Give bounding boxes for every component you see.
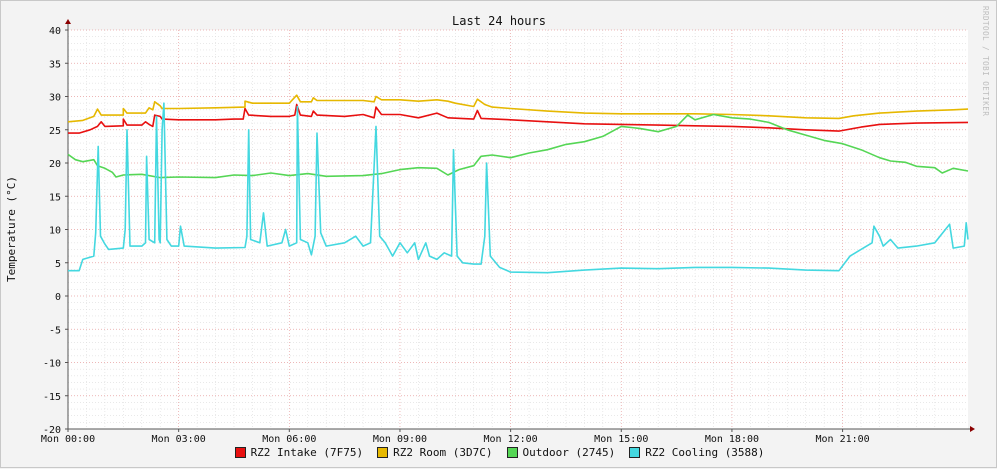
x-tick-label: Mon 06:00: [262, 434, 316, 445]
legend-item: RZ2 Cooling (3588): [629, 446, 764, 459]
x-tick-label: Mon 15:00: [594, 434, 648, 445]
y-tick-label: -10: [43, 359, 61, 370]
y-tick-label: 25: [49, 126, 61, 137]
y-axis-label: Temperature (°C): [5, 176, 18, 282]
y-tick-label: -5: [49, 325, 61, 336]
series-lines: [67, 94, 969, 274]
y-tick-label: 0: [55, 292, 61, 303]
y-tick-label: 30: [49, 93, 61, 104]
legend-swatch: [629, 447, 641, 458]
legend-swatch: [506, 447, 518, 458]
x-tick-label: Mon 09:00: [373, 434, 427, 445]
x-tick-label: Mon 00:00: [41, 434, 95, 445]
axes: [65, 19, 975, 432]
legend-label: RZ2 Cooling (3588): [645, 446, 765, 459]
y-tick-label: 40: [49, 26, 61, 37]
series-line-rz2-intake: [68, 103, 969, 134]
chart-title: Last 24 hours: [452, 14, 546, 28]
y-tick-label: 10: [49, 226, 61, 237]
legend-item: Outdoor (2745): [506, 446, 616, 459]
legend: RZ2 Intake (7F75) RZ2 Room (3D7C) Outdoor …: [1, 446, 997, 459]
legend-swatch: [377, 447, 389, 458]
legend-label: RZ2 Intake (7F75): [250, 446, 364, 459]
series-line-outdoor: [67, 113, 969, 179]
x-tick-label: Mon 12:00: [484, 434, 538, 445]
legend-item: RZ2 Room (3D7C): [377, 446, 493, 459]
y-tick-label: 20: [49, 159, 61, 170]
legend-item: RZ2 Intake (7F75): [234, 446, 364, 459]
legend-label: Outdoor (2745): [522, 446, 616, 459]
rrdtool-watermark: RRDTOOL / TOBI OETIKER: [981, 6, 990, 117]
grid: [67, 29, 968, 430]
y-tick-label: 15: [49, 192, 61, 203]
x-tick-label: Mon 21:00: [815, 434, 869, 445]
y-tick-label: -15: [43, 392, 61, 403]
y-axis-arrow: [65, 19, 71, 24]
y-tick-label: 35: [49, 59, 61, 70]
y-tick-label: -20: [43, 425, 61, 436]
x-tick-label: Mon 03:00: [152, 434, 206, 445]
series-line-rz2-room: [67, 94, 969, 123]
legend-swatch: [234, 447, 246, 458]
x-axis-arrow: [970, 426, 975, 432]
y-tick-label: 5: [55, 259, 61, 270]
series-line-rz2-cooling: [68, 102, 969, 274]
x-tick-label: Mon 18:00: [705, 434, 759, 445]
legend-label: RZ2 Room (3D7C): [393, 446, 493, 459]
